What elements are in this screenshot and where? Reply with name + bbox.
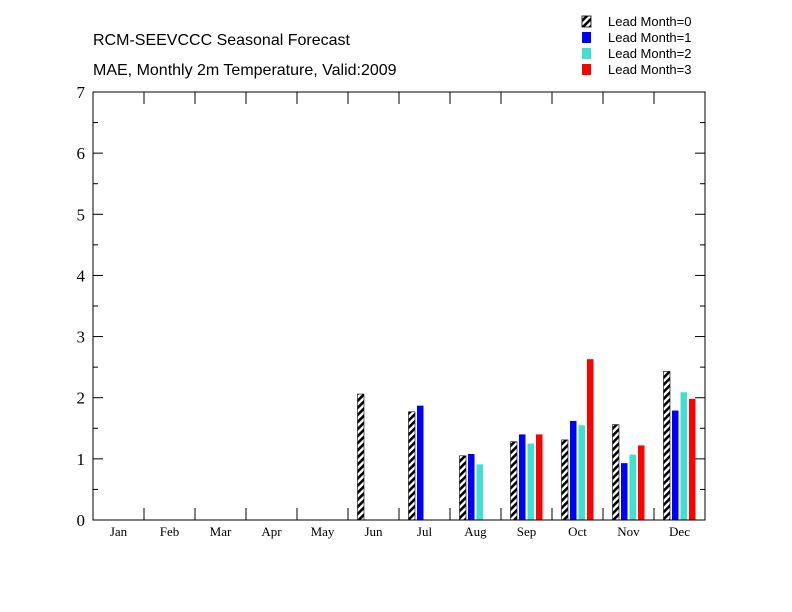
y-tick-label: 2 (77, 389, 86, 408)
x-tick-label: Aug (464, 524, 487, 539)
bar (680, 392, 687, 520)
bar (638, 445, 645, 520)
y-tick-labels: 0 1 2 3 4 5 6 7 (77, 83, 86, 530)
x-tick-label: Nov (617, 524, 640, 539)
x-tick-label: Mar (210, 524, 232, 539)
x-tick-label: Sep (517, 524, 537, 539)
y-tick-label: 3 (77, 328, 86, 347)
bar (527, 443, 534, 520)
bar (510, 441, 518, 521)
y-tick-label: 4 (77, 266, 86, 285)
bar (570, 420, 577, 520)
x-tick-label: Jan (110, 524, 128, 539)
bar (536, 434, 543, 520)
legend-swatch (582, 48, 591, 59)
legend-label: Lead Month=1 (608, 30, 691, 45)
chart-subtitle: MAE, Monthly 2m Temperature, Valid:2009 (93, 62, 397, 79)
x-tick-labels: Jan Feb Mar Apr May Jun Jul Aug Sep Oct Nov Dec (110, 524, 690, 539)
legend-label: Lead Month=0 (608, 14, 691, 29)
legend-swatch (582, 64, 591, 75)
legend-label: Lead Month=2 (608, 46, 691, 61)
bars (357, 359, 696, 521)
bar (417, 405, 424, 520)
legend-swatch (582, 32, 591, 43)
bar (621, 463, 628, 520)
x-tick-label: Oct (568, 524, 587, 539)
bar (408, 411, 416, 521)
bar (357, 393, 365, 521)
bar (612, 424, 620, 521)
plot-frame (92, 91, 706, 521)
legend-swatch (581, 15, 592, 28)
bar (459, 455, 467, 521)
y-tick-label: 1 (77, 450, 86, 469)
x-tick-label: Apr (261, 524, 282, 539)
bar (663, 371, 671, 521)
x-tick-label: May (311, 524, 335, 539)
x-tick-label: Jul (417, 524, 433, 539)
chart-title: RCM-SEEVCCC Seasonal Forecast (93, 32, 351, 49)
axis-ticks (93, 91, 705, 521)
bar (689, 398, 696, 520)
bar (476, 464, 483, 520)
bar (672, 410, 679, 520)
x-tick-label: Jun (364, 524, 383, 539)
x-tick-label: Feb (160, 524, 180, 539)
bar (519, 434, 526, 520)
x-tick-label: Dec (669, 524, 690, 539)
y-tick-label: 6 (77, 144, 86, 163)
bar (629, 454, 636, 520)
y-tick-label: 5 (77, 205, 86, 224)
legend-label: Lead Month=3 (608, 62, 691, 77)
bar (561, 439, 569, 521)
y-tick-label: 7 (77, 83, 86, 102)
bar (587, 359, 594, 520)
bar (468, 453, 475, 520)
y-tick-label: 0 (77, 511, 86, 530)
bar (578, 425, 585, 520)
